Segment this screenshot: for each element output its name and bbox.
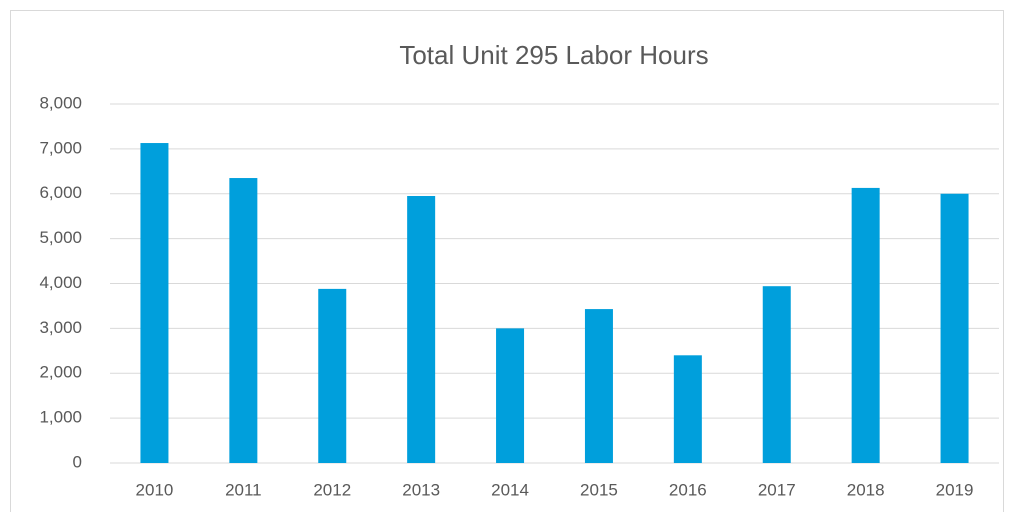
y-tick-label: 1,000 [39,408,82,427]
bar [584,309,613,463]
bar [318,288,347,463]
y-tick-label: 7,000 [39,138,82,157]
bar [673,355,702,463]
bar [496,328,525,463]
y-tick-label: 4,000 [39,273,82,292]
bar [140,143,169,463]
x-tick-label: 2013 [402,480,440,499]
x-tick-label: 2018 [847,480,885,499]
bar [229,178,258,463]
x-tick-label: 2019 [936,480,974,499]
y-tick-label: 6,000 [39,183,82,202]
x-tick-label: 2011 [225,480,262,499]
x-tick-label: 2016 [669,480,707,499]
x-tick-label: 2017 [758,480,796,499]
y-tick-label: 3,000 [39,318,82,337]
x-tick-label: 2014 [491,480,529,499]
y-tick-label: 8,000 [39,93,82,112]
y-tick-label: 2,000 [39,363,82,382]
x-tick-label: 2010 [136,480,174,499]
y-tick-label: 5,000 [39,228,82,247]
chart-title: Total Unit 295 Labor Hours [399,40,708,70]
bar [851,187,880,463]
bar [407,195,436,463]
bar [762,286,791,463]
y-tick-label: 0 [73,452,82,471]
bar [940,193,969,463]
x-tick-label: 2012 [313,480,351,499]
x-tick-label: 2015 [580,480,618,499]
